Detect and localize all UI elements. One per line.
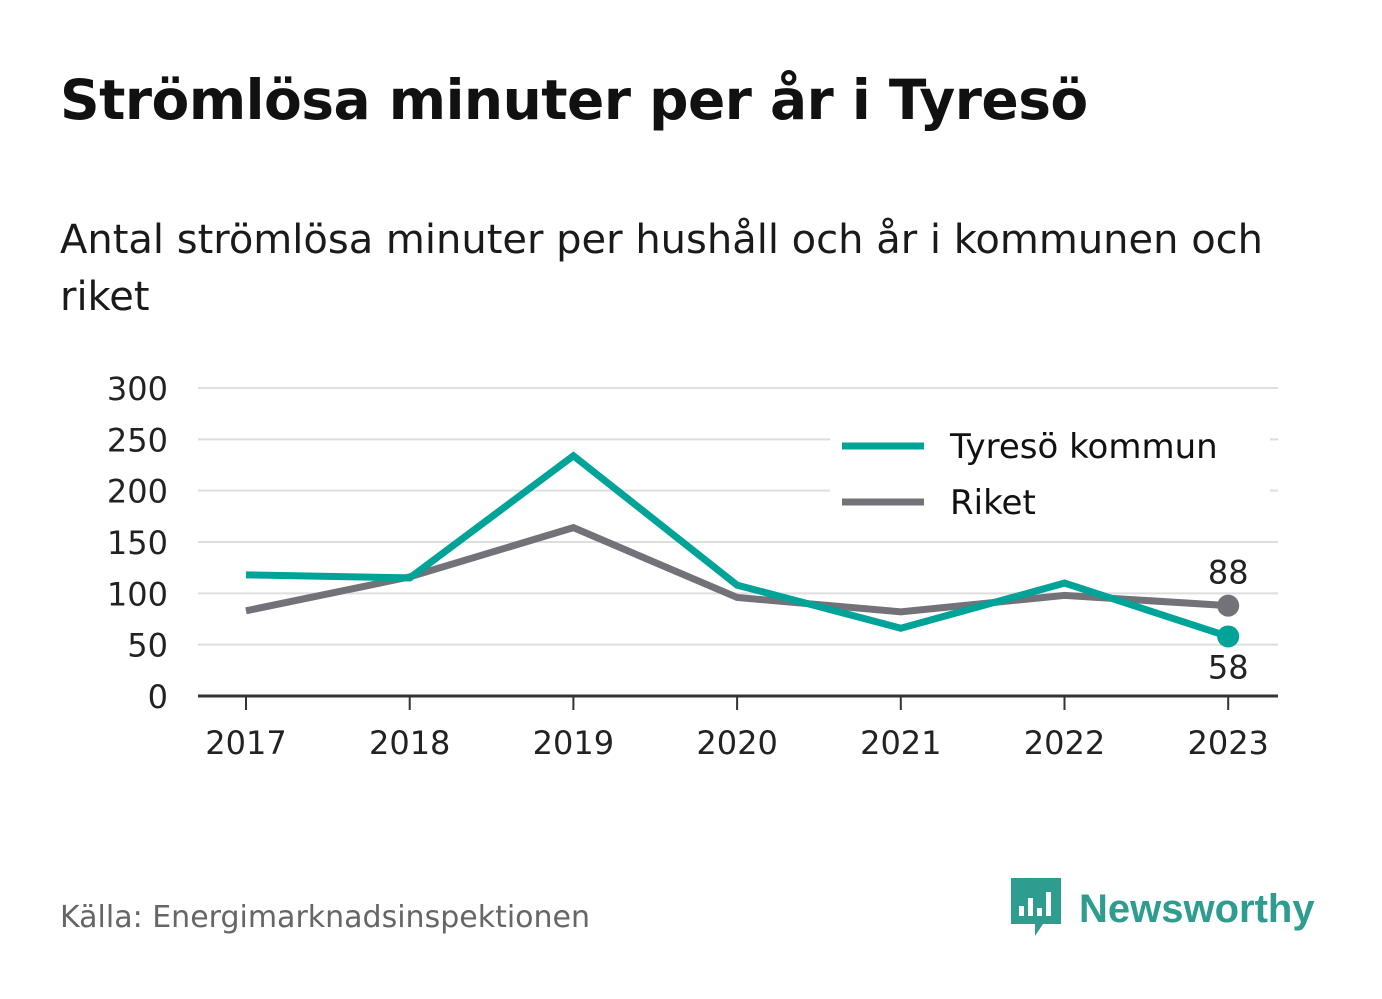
x-tick-label: 2023 [1187, 724, 1268, 762]
y-tick-label: 300 [107, 370, 168, 408]
bar-chart-speech-bubble-icon [1011, 878, 1061, 936]
brand-name: Newsworthy [1079, 886, 1315, 931]
data-label-riket: 88 [1208, 554, 1249, 592]
legend-background [830, 418, 1270, 530]
source-note: Källa: Energimarknadsinspektionen [60, 900, 591, 935]
legend-label-tyreso: Tyresö kommun [949, 427, 1218, 467]
x-tick-label: 2020 [696, 724, 777, 762]
series-line-tyreso [245, 451, 1230, 640]
x-tick-label: 2019 [533, 724, 614, 762]
y-tick-label: 200 [107, 473, 168, 511]
x-tick-label: 2017 [205, 724, 286, 762]
chart-title: Strömlösa minuter per år i Tyresö [60, 68, 1088, 132]
y-tick-label: 100 [107, 575, 168, 613]
x-tick-label: 2018 [369, 724, 450, 762]
data-label-tyreso: 58 [1208, 648, 1249, 686]
x-tick-label: 2022 [1024, 724, 1105, 762]
end-point-tyreso [1217, 625, 1240, 648]
legend-label-riket: Riket [950, 483, 1036, 523]
y-tick-label: 0 [148, 678, 168, 716]
y-tick-label: 50 [127, 627, 168, 665]
chart-subtitle: Antal strömlösa minuter per hushåll och … [60, 217, 1264, 320]
x-tick-label: 2021 [860, 724, 941, 762]
y-tick-label: 250 [107, 421, 168, 459]
newsworthy-logo: Newsworthy [1011, 878, 1315, 940]
end-point-riket [1217, 594, 1240, 617]
y-tick-label: 150 [107, 524, 168, 562]
series-line-riket [245, 523, 1229, 616]
